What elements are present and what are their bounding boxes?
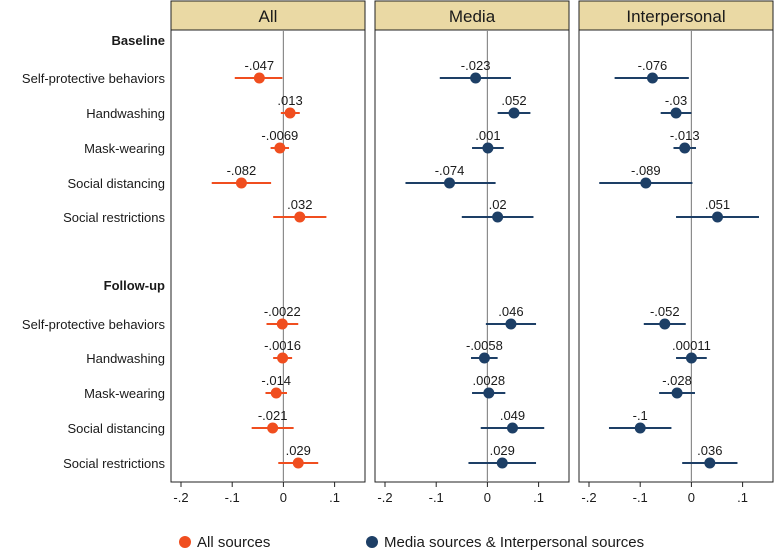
- point-estimate: [277, 352, 289, 364]
- estimate-label: .013: [277, 93, 302, 108]
- row-label: Social distancing: [67, 421, 165, 436]
- x-tick-label: .1: [533, 490, 544, 505]
- point-estimate: [679, 142, 691, 154]
- panel-header-1: [170, 0, 366, 31]
- point-estimate: [704, 457, 716, 469]
- x-tick-label: -.2: [173, 490, 188, 505]
- x-tick-label: .1: [329, 490, 340, 505]
- point-estimate: [444, 177, 456, 189]
- panel-frame-1: [170, 29, 366, 483]
- estimate-label: .032: [287, 197, 312, 212]
- point-estimate: [470, 72, 482, 84]
- point-estimate: [253, 72, 265, 84]
- estimate-label: -.0022: [264, 304, 301, 319]
- legend-label-media-interpersonal: Media sources & Interpersonal sources: [384, 534, 644, 551]
- row-label: Mask-wearing: [84, 141, 165, 156]
- legend-label-all-sources: All sources: [197, 534, 270, 551]
- estimate-label: -.023: [461, 58, 491, 73]
- estimate-label: -.052: [650, 304, 680, 319]
- estimate-label: -.082: [227, 163, 257, 178]
- section-label-1: Follow-up: [104, 278, 165, 293]
- row-label: Self-protective behaviors: [22, 71, 166, 86]
- estimate-label: -.047: [245, 58, 275, 73]
- point-estimate: [659, 318, 671, 330]
- point-estimate: [292, 457, 304, 469]
- estimate-label: -.0069: [261, 128, 298, 143]
- point-estimate: [270, 387, 282, 399]
- point-estimate: [685, 352, 697, 364]
- row-label: Self-protective behaviors: [22, 317, 166, 332]
- panel-frame-2: [374, 29, 570, 483]
- panel-title-3: Interpersonal: [626, 7, 725, 26]
- estimate-label: -.074: [435, 163, 465, 178]
- point-estimate: [634, 422, 646, 434]
- estimate-label: -.03: [665, 93, 687, 108]
- panel-frame-3: [578, 29, 774, 483]
- point-estimate: [640, 177, 652, 189]
- x-tick-label: -.1: [633, 490, 648, 505]
- row-label: Handwashing: [86, 351, 165, 366]
- row-label: Social restrictions: [63, 210, 165, 225]
- row-label: Social distancing: [67, 176, 165, 191]
- panel-header-3: [578, 0, 774, 31]
- estimate-label: .001: [475, 128, 500, 143]
- estimate-label: -.1: [633, 408, 648, 423]
- point-estimate: [267, 422, 279, 434]
- point-estimate: [483, 387, 495, 399]
- estimate-label: -.014: [261, 373, 291, 388]
- point-estimate: [294, 211, 306, 223]
- estimate-label: .0028: [473, 373, 506, 388]
- row-label: Mask-wearing: [84, 386, 165, 401]
- panel-title-2: Media: [449, 7, 496, 26]
- row-label: Handwashing: [86, 106, 165, 121]
- x-tick-label: -.2: [377, 490, 392, 505]
- x-tick-label: 0: [688, 490, 695, 505]
- estimate-label: -.013: [670, 128, 700, 143]
- estimate-label: -.021: [258, 408, 288, 423]
- x-tick-label: .1: [737, 490, 748, 505]
- point-estimate: [478, 352, 490, 364]
- point-estimate: [646, 72, 658, 84]
- estimate-label: -.089: [631, 163, 661, 178]
- x-tick-label: 0: [280, 490, 287, 505]
- estimate-label: -.076: [638, 58, 668, 73]
- estimate-label: .049: [500, 408, 525, 423]
- x-tick-label: -.1: [429, 490, 444, 505]
- panel-title-1: All: [259, 7, 278, 26]
- estimate-label: -.028: [662, 373, 692, 388]
- section-label-0: Baseline: [112, 33, 165, 48]
- estimate-label: -.0058: [466, 338, 503, 353]
- point-estimate: [274, 142, 286, 154]
- panel-header-2: [374, 0, 570, 31]
- estimate-label: .036: [697, 443, 722, 458]
- point-estimate: [508, 107, 520, 119]
- point-estimate: [712, 211, 724, 223]
- point-estimate: [284, 107, 296, 119]
- legend-marker-all-sources: [179, 536, 191, 548]
- point-estimate: [670, 107, 682, 119]
- estimate-label: .00011: [672, 338, 711, 353]
- point-estimate: [496, 457, 508, 469]
- point-estimate: [482, 142, 494, 154]
- row-label: Social restrictions: [63, 456, 165, 471]
- point-estimate: [671, 387, 683, 399]
- estimate-label: .046: [498, 304, 523, 319]
- point-estimate: [506, 422, 518, 434]
- x-tick-label: -.1: [225, 490, 240, 505]
- point-estimate: [505, 318, 517, 330]
- estimate-label: .029: [490, 443, 515, 458]
- estimate-label: .02: [489, 197, 507, 212]
- point-estimate: [492, 211, 504, 223]
- legend-marker-media-interpersonal: [366, 536, 378, 548]
- estimate-label: .051: [705, 197, 730, 212]
- estimate-label: .029: [286, 443, 311, 458]
- x-tick-label: -.2: [581, 490, 596, 505]
- estimate-label: .052: [501, 93, 526, 108]
- estimate-label: -.0016: [264, 338, 301, 353]
- x-tick-label: 0: [484, 490, 491, 505]
- point-estimate: [235, 177, 247, 189]
- point-estimate: [276, 318, 288, 330]
